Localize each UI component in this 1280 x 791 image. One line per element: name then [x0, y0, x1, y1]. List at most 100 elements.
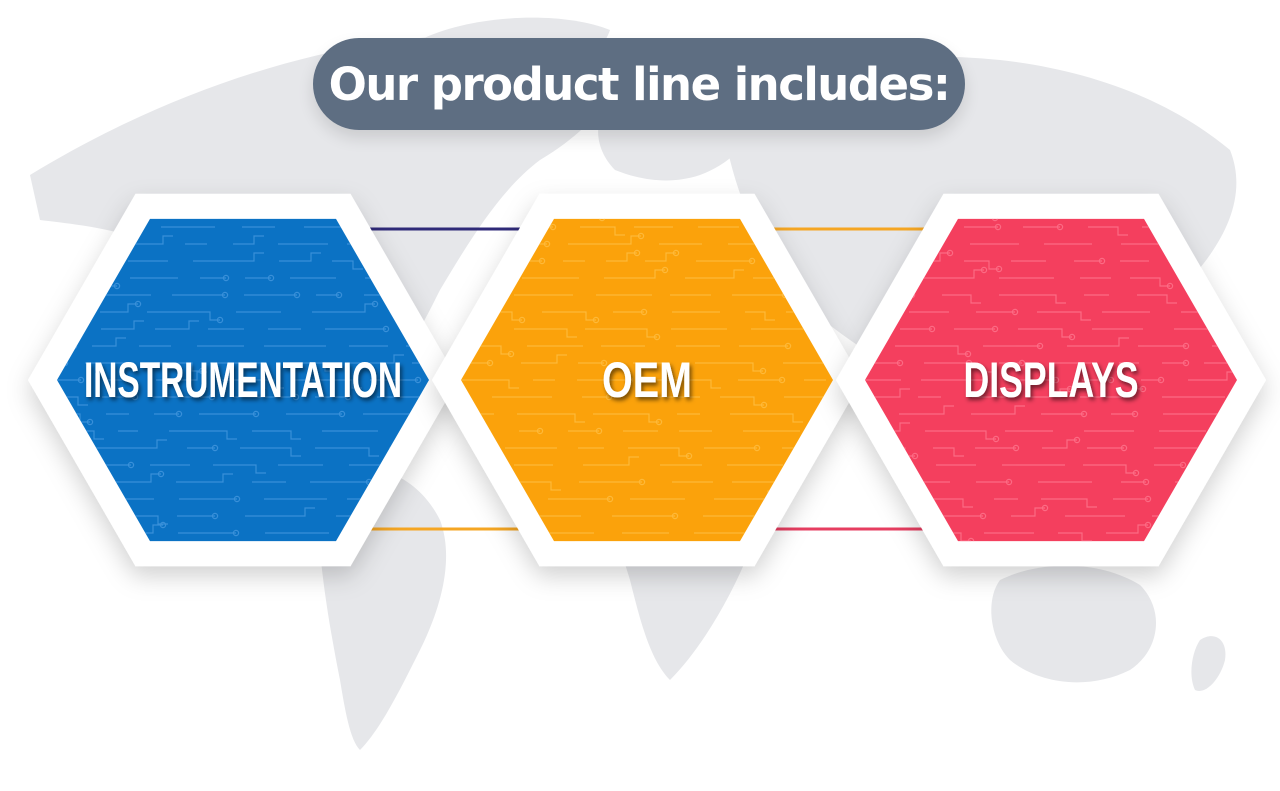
circuit-trace — [925, 430, 996, 440]
circuit-node — [479, 495, 487, 503]
circuit-node — [486, 359, 494, 367]
circuit-node — [338, 410, 346, 418]
product-oem: OEM — [461, 218, 909, 558]
circuit-node — [252, 410, 260, 418]
circuit-trace — [964, 260, 999, 270]
circuit-node — [991, 218, 999, 222]
circuit-node — [753, 444, 761, 452]
circuit-trace — [252, 430, 301, 440]
circuit-node — [1011, 308, 1019, 316]
circuit-trace — [789, 550, 859, 558]
circuit-trace — [213, 464, 266, 474]
circuit-trace — [913, 269, 984, 279]
circuit-node — [113, 282, 121, 290]
circuit-trace — [628, 447, 689, 457]
circuit-trace — [972, 388, 1015, 398]
circuit-node — [1132, 469, 1140, 477]
circuit-trace — [745, 311, 775, 321]
circuit-node — [472, 462, 477, 467]
circuit-trace — [720, 396, 764, 406]
circuit-node — [468, 521, 473, 526]
circuit-node — [1056, 223, 1064, 231]
circuit-node — [222, 274, 230, 282]
circuit-node — [1120, 444, 1128, 452]
circuit-node — [89, 207, 94, 212]
australia-shape — [991, 565, 1157, 683]
circuit-trace — [413, 515, 429, 525]
circuit-node — [595, 427, 603, 435]
circuit-trace — [542, 311, 596, 321]
circuit-trace — [312, 303, 375, 313]
circuit-node — [1139, 385, 1147, 393]
circuit-trace — [155, 320, 199, 330]
circuit-trace — [57, 218, 74, 228]
circuit-node — [1182, 359, 1190, 367]
circuit-node — [1231, 274, 1237, 282]
circuit-trace — [1106, 524, 1148, 534]
circuit-trace — [839, 491, 909, 499]
circuit-trace — [154, 362, 202, 372]
circuit-trace — [100, 303, 138, 313]
circuit-trace — [1198, 202, 1265, 210]
circuit-node — [1275, 232, 1280, 237]
circuit-node — [127, 461, 135, 469]
connector-top-right — [748, 224, 950, 234]
circuit-node — [134, 300, 142, 308]
circuit-trace — [147, 311, 220, 321]
circuit-node — [820, 512, 828, 520]
circuit-node — [633, 249, 641, 257]
circuit-node — [994, 223, 1002, 231]
circuit-node — [1066, 385, 1074, 393]
circuit-node — [344, 393, 352, 401]
circuit-trace — [865, 515, 923, 525]
circuit-trace — [645, 252, 676, 262]
circuit-node — [1144, 495, 1152, 503]
circuit-node — [414, 376, 422, 384]
circuit-trace — [580, 226, 625, 236]
circuit-trace — [521, 354, 567, 364]
circuit-node — [86, 418, 94, 426]
circuit-trace — [1083, 464, 1136, 474]
circuit-node — [638, 478, 646, 486]
circuit-trace — [1011, 507, 1045, 517]
circuit-node — [233, 495, 241, 503]
circuit-node — [371, 300, 379, 308]
product-hexagons: INSTRUMENTATION OEM DISPLAYS — [28, 193, 1280, 567]
circuit-node — [980, 266, 988, 274]
circuit-node — [549, 223, 557, 231]
circuit-node — [778, 376, 786, 384]
circuit-node — [292, 393, 300, 401]
circuit-trace — [1041, 498, 1097, 508]
circuit-trace — [169, 430, 237, 440]
circuit-trace — [1243, 414, 1280, 422]
circuit-trace — [193, 252, 264, 262]
circuit-node — [1264, 530, 1269, 535]
circuit-node — [653, 333, 661, 341]
circuit-node — [1041, 504, 1049, 512]
circuit-node — [748, 257, 756, 265]
circuit-trace — [685, 269, 744, 279]
circuit-trace — [514, 328, 577, 338]
circuit-trace — [942, 294, 981, 304]
circuit-trace — [583, 456, 639, 466]
circuit-node — [671, 512, 679, 520]
circuit-node — [131, 393, 139, 401]
circuit-trace — [233, 235, 264, 245]
circuit-trace — [156, 371, 207, 381]
circuit-trace — [1188, 371, 1237, 381]
circuit-node — [965, 359, 973, 367]
circuit-node — [409, 537, 417, 542]
circuit-trace — [332, 260, 363, 270]
circuit-node — [471, 207, 476, 212]
circuit-node — [1235, 461, 1237, 469]
new-zealand-shape — [1191, 636, 1226, 691]
circuit-node — [211, 444, 219, 452]
hexagon-label-instrumentation: INSTRUMENTATION — [84, 352, 402, 408]
circuit-trace — [695, 362, 763, 372]
circuit-node — [964, 350, 972, 358]
circuit-node — [1172, 207, 1177, 212]
circuit-node — [821, 487, 829, 495]
circuit-trace — [1058, 532, 1092, 542]
circuit-trace — [1031, 388, 1070, 398]
circuit-node — [1080, 410, 1088, 418]
